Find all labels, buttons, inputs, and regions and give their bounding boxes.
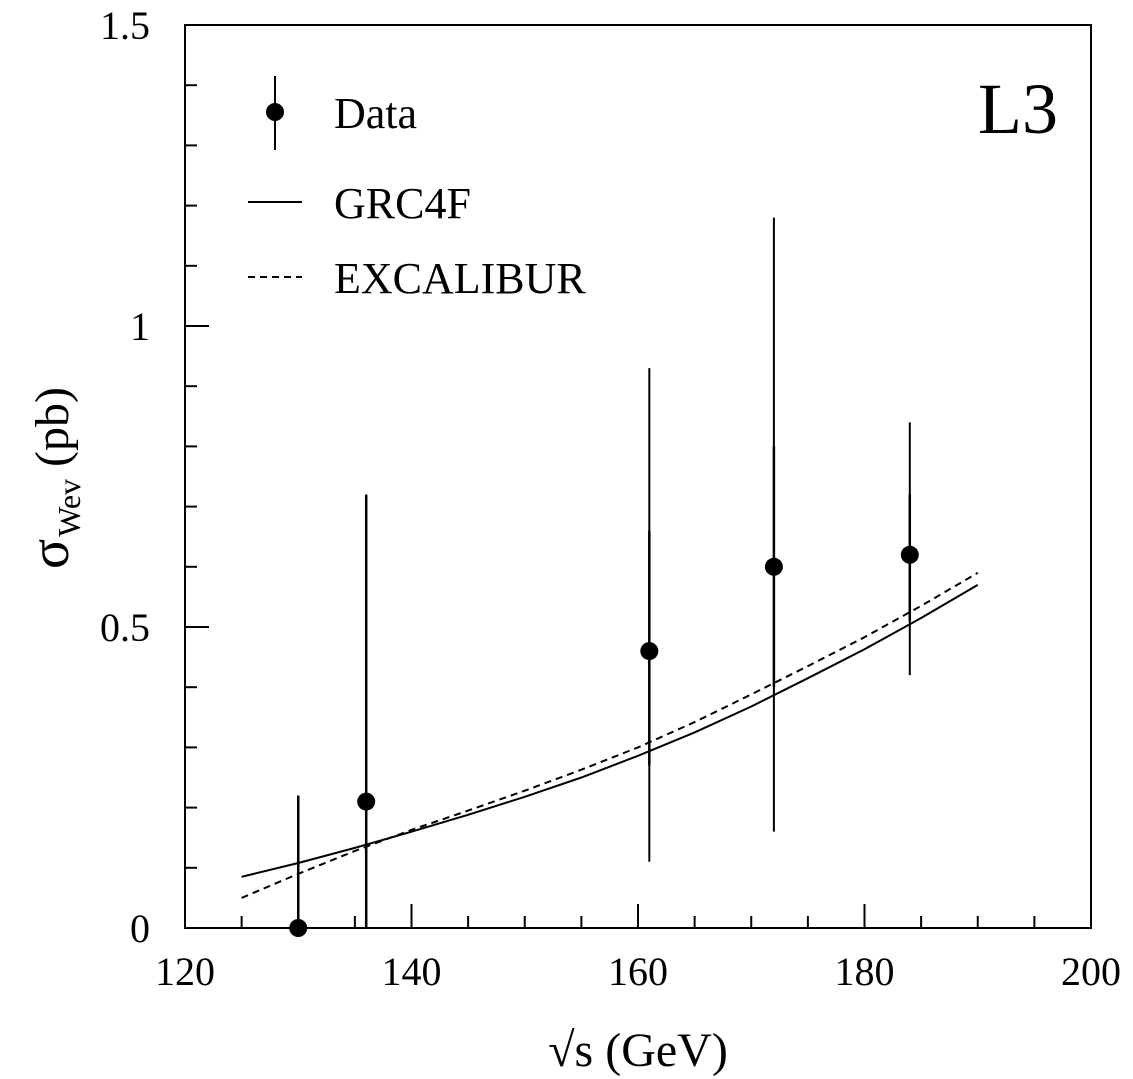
svg-text:σWev(pb): σWev (pb) (19, 387, 87, 569)
data-points (289, 217, 919, 937)
data-point (764, 557, 783, 576)
y-tick-label: 1 (130, 304, 150, 349)
y-axis-label: σWev (pb) (19, 387, 87, 569)
x-tick-label: 180 (835, 949, 895, 994)
theory-curves (241, 571, 979, 899)
y-tick-label: 0 (130, 906, 150, 951)
y-axis-symbol: σ (19, 539, 81, 569)
legend-label: GRC4F (334, 179, 471, 228)
y-axis-unit: (pb) (26, 387, 79, 467)
curve-excalibur (241, 571, 979, 899)
x-tick-label: 160 (608, 949, 668, 994)
x-axis-label: √s (GeV) (548, 1024, 728, 1077)
x-tick-label: 120 (155, 949, 215, 994)
x-tick-label: 200 (1061, 949, 1121, 994)
data-point (357, 792, 376, 811)
data-point (640, 642, 659, 661)
y-tick-label: 1.5 (100, 3, 150, 48)
tick-labels: 120 140 160 180 200 0 0.5 1 1.5 (100, 3, 1121, 994)
axis-ticks (184, 24, 1092, 929)
legend-label: EXCALIBUR (334, 254, 586, 303)
data-point (289, 919, 308, 937)
curve-grc4f (241, 584, 979, 878)
experiment-label: L3 (978, 69, 1058, 149)
x-tick-label: 140 (382, 949, 442, 994)
legend: Data GRC4F EXCALIBUR (248, 76, 586, 303)
data-point (900, 545, 919, 564)
y-axis-subscript: Wev (51, 479, 87, 537)
legend-data-marker (266, 103, 284, 121)
y-tick-label: 0.5 (100, 605, 150, 650)
legend-label: Data (334, 89, 417, 138)
